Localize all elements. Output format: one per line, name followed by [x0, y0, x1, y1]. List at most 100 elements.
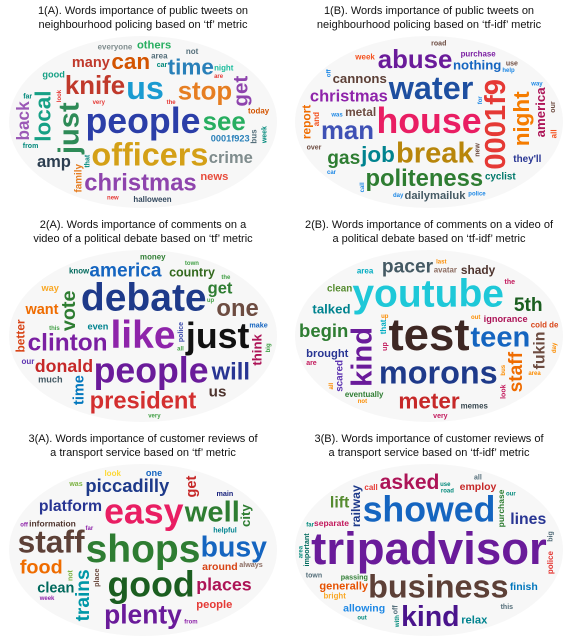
filler-word: our [550, 101, 557, 113]
filler-word: out [471, 315, 480, 321]
cloud-word: good [107, 565, 194, 605]
word-cloud: tripadvisor showed business railway kind aske… [294, 464, 564, 636]
filler-word: the [504, 279, 515, 286]
cloud-word: christmas [84, 169, 196, 196]
cloud-word: plenty [104, 599, 182, 629]
filler-word: town [306, 573, 322, 580]
filler-word: look [500, 384, 507, 398]
cloud-word: kind [347, 327, 379, 387]
cloud-word: allowing [343, 603, 385, 615]
filler-word: call [364, 483, 377, 492]
filler-word: and [312, 112, 321, 126]
filler-word: for [478, 96, 484, 105]
cloud-word: cannons [333, 71, 387, 86]
cloud-ellipse [9, 250, 277, 422]
filler-word: town [185, 261, 199, 267]
cloud-word: piccadilly [85, 475, 170, 496]
cloud-word: test [388, 309, 469, 360]
cloud-word: just [185, 316, 250, 356]
panel-caption: 2(A). Words importance of comments on a … [33, 219, 253, 245]
filler-word: car [157, 62, 168, 69]
cloud-word: shops [86, 528, 201, 571]
filler-word: road [441, 489, 454, 495]
filler-word: our [22, 357, 35, 366]
cloud-word: night [509, 91, 534, 146]
panel-3a: 3(A). Words importance of customer revie… [0, 428, 286, 641]
cloud-word: knife [65, 72, 125, 100]
filler-word: from [23, 143, 39, 150]
panel-2a: 2(A). Words importance of comments on a … [0, 214, 286, 427]
panel-caption: 3(B). Words importance of customer revie… [314, 433, 544, 459]
cloud-word: busy [201, 531, 267, 563]
cloud-word: main [216, 489, 233, 498]
filler-word: up [382, 342, 389, 351]
filler-word: was [330, 113, 343, 119]
cloud-word: gas [327, 148, 360, 169]
cloud-word: nothing [453, 57, 501, 72]
cloud-word: cold de [531, 321, 559, 330]
cloud-word: people [94, 351, 209, 391]
panel-caption: 2(B). Words importance of comments on a … [304, 219, 553, 245]
filler-word: week [262, 126, 269, 144]
filler-word: day [552, 342, 558, 353]
filler-word: this [501, 604, 514, 611]
filler-word: far [306, 523, 314, 529]
filler-word: area [151, 52, 168, 61]
filler-word: call [360, 182, 366, 192]
cloud-word: 5th [514, 295, 543, 316]
cloud-word: generally [319, 580, 369, 592]
cloud-word: clinton [28, 330, 108, 357]
cloud-word: country [169, 265, 215, 279]
panel-1a: 1(A). Words importance of public tweets … [0, 0, 286, 213]
filler-word: the [221, 275, 231, 281]
cloud-word: much [38, 375, 63, 385]
cloud-word: like [110, 314, 175, 357]
cloud-word: eventually [345, 390, 384, 399]
filler-word: police [178, 322, 185, 342]
filler-word: with [395, 615, 401, 628]
filler-word: that [84, 154, 91, 168]
cloud-word: others [137, 40, 171, 52]
cloud-word: trains [73, 569, 94, 621]
filler-word: day [393, 193, 404, 199]
filler-word: new [107, 195, 119, 201]
filler-word: help [502, 68, 515, 74]
cloud-word: america [533, 87, 548, 138]
cloud-word: donald [35, 356, 93, 376]
filler-word: look [104, 469, 121, 478]
filler-word: week [39, 596, 55, 602]
panel-caption: 1(B). Words importance of public tweets … [316, 5, 542, 31]
cloud-word: think [249, 333, 264, 365]
filler-word: not [67, 569, 74, 581]
cloud-word: vote [58, 290, 80, 331]
panel-2b: 2(B). Words importance of comments on a … [286, 214, 572, 427]
cloud-word: money [140, 253, 166, 262]
filler-word: this [49, 326, 60, 332]
cloud-ellipse [9, 36, 277, 208]
filler-word: area [528, 371, 541, 377]
cloud-word: one [146, 468, 162, 478]
cloud-word: america [89, 260, 162, 281]
cloud-word: brought [306, 348, 349, 360]
filler-word: far [23, 94, 32, 101]
cloud-word: lift [330, 495, 350, 512]
filler-word: out [357, 616, 366, 622]
cloud-word: talked [312, 302, 350, 317]
cloud-word: important [302, 533, 311, 567]
cloud-word: lines [510, 511, 546, 528]
cloud-word: see [203, 108, 246, 136]
filler-word: not [186, 47, 199, 56]
filler-word: car [327, 170, 337, 176]
filler-word: bus [501, 364, 507, 375]
cloud-word: better [13, 319, 27, 352]
cloud-word: places [196, 575, 251, 595]
word-cloud: house water break 0001f9 man politeness abuse j… [294, 36, 564, 208]
cloud-word: scared [335, 360, 346, 392]
cloud-word: officers [91, 137, 208, 173]
cloud-ellipse [295, 250, 563, 422]
cloud-word: time [72, 375, 88, 405]
